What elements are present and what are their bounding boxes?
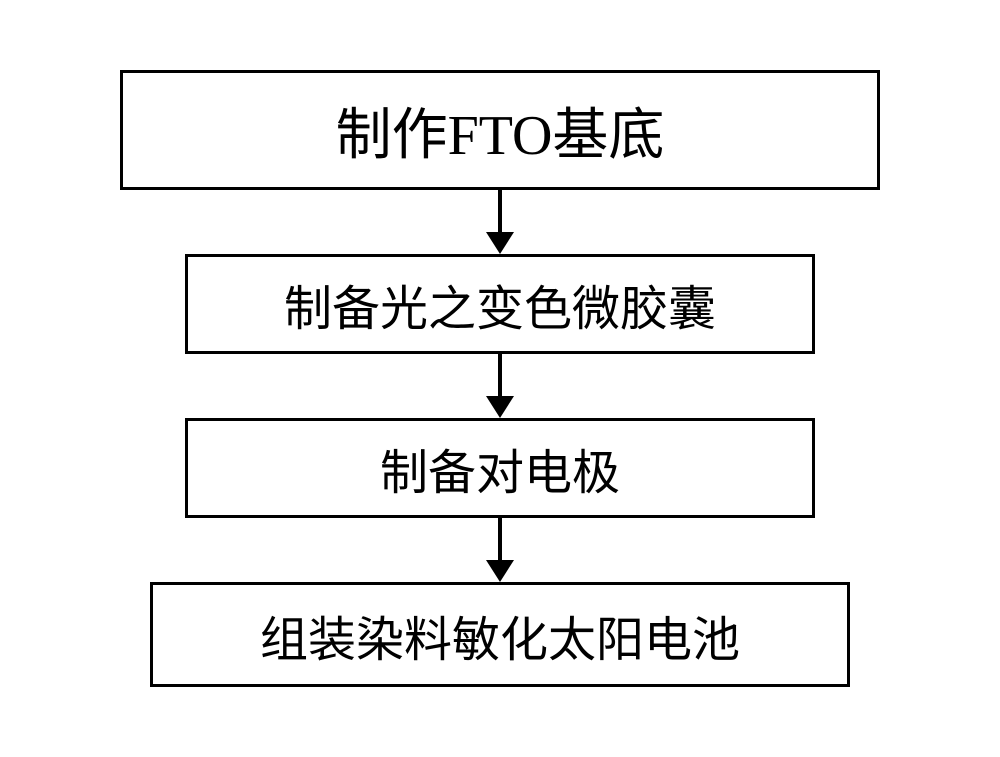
step3-label: 制备对电极 — [380, 433, 620, 503]
step3-box: 制备对电极 — [185, 418, 815, 518]
arrow-line-icon — [498, 190, 502, 232]
flowchart-container: 制作FTO基底 制备光之变色微胶囊 制备对电极 组装染料敏化太阳电池 — [120, 70, 880, 687]
arrow-1 — [486, 190, 514, 254]
step4-label: 组装染料敏化太阳电池 — [260, 600, 740, 670]
step2-box: 制备光之变色微胶囊 — [185, 254, 815, 354]
arrow-head-icon — [486, 560, 514, 582]
arrow-head-icon — [486, 396, 514, 418]
step2-label: 制备光之变色微胶囊 — [284, 269, 716, 339]
step1-label: 制作FTO基底 — [336, 90, 665, 171]
arrow-2 — [486, 354, 514, 418]
arrow-3 — [486, 518, 514, 582]
arrow-line-icon — [498, 354, 502, 396]
arrow-line-icon — [498, 518, 502, 560]
arrow-head-icon — [486, 232, 514, 254]
step1-box: 制作FTO基底 — [120, 70, 880, 190]
step4-box: 组装染料敏化太阳电池 — [150, 582, 850, 687]
